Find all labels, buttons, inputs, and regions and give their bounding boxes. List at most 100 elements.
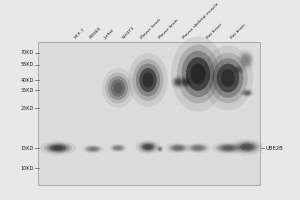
Ellipse shape bbox=[159, 148, 161, 150]
Ellipse shape bbox=[180, 76, 192, 88]
Ellipse shape bbox=[242, 90, 253, 97]
Ellipse shape bbox=[192, 146, 204, 150]
Ellipse shape bbox=[244, 91, 250, 95]
Ellipse shape bbox=[212, 142, 244, 154]
Ellipse shape bbox=[135, 140, 161, 154]
Ellipse shape bbox=[112, 145, 124, 151]
Ellipse shape bbox=[136, 64, 160, 97]
Ellipse shape bbox=[171, 36, 225, 112]
Text: 40KD: 40KD bbox=[21, 77, 34, 82]
Ellipse shape bbox=[165, 143, 190, 153]
Text: 25KD: 25KD bbox=[21, 106, 34, 110]
Ellipse shape bbox=[243, 90, 251, 96]
Text: 55KD: 55KD bbox=[21, 62, 34, 68]
Ellipse shape bbox=[231, 139, 263, 155]
Ellipse shape bbox=[242, 55, 250, 65]
Ellipse shape bbox=[224, 146, 232, 150]
Bar bbox=[38, 42, 260, 185]
Ellipse shape bbox=[44, 142, 72, 154]
Ellipse shape bbox=[172, 76, 184, 88]
Ellipse shape bbox=[203, 46, 253, 110]
Ellipse shape bbox=[145, 145, 152, 149]
Text: Rat brain: Rat brain bbox=[230, 23, 247, 40]
Ellipse shape bbox=[90, 148, 96, 150]
Ellipse shape bbox=[170, 145, 186, 151]
Ellipse shape bbox=[184, 80, 188, 84]
Ellipse shape bbox=[108, 76, 128, 100]
Ellipse shape bbox=[158, 147, 162, 151]
Ellipse shape bbox=[40, 141, 76, 155]
Ellipse shape bbox=[208, 53, 247, 103]
Ellipse shape bbox=[188, 144, 208, 152]
Ellipse shape bbox=[237, 49, 255, 71]
Ellipse shape bbox=[185, 143, 211, 153]
Ellipse shape bbox=[86, 146, 100, 152]
Ellipse shape bbox=[234, 67, 242, 73]
Ellipse shape bbox=[157, 146, 163, 152]
Ellipse shape bbox=[82, 144, 104, 154]
Ellipse shape bbox=[182, 78, 190, 86]
Ellipse shape bbox=[218, 144, 238, 152]
Ellipse shape bbox=[174, 78, 182, 86]
Ellipse shape bbox=[221, 69, 235, 87]
Ellipse shape bbox=[241, 53, 251, 67]
Ellipse shape bbox=[142, 72, 154, 88]
Ellipse shape bbox=[158, 147, 162, 151]
Ellipse shape bbox=[175, 146, 182, 150]
Ellipse shape bbox=[190, 64, 206, 84]
Ellipse shape bbox=[113, 82, 122, 94]
Ellipse shape bbox=[231, 65, 245, 75]
Ellipse shape bbox=[53, 146, 63, 150]
Ellipse shape bbox=[213, 58, 243, 98]
Ellipse shape bbox=[111, 79, 125, 97]
Ellipse shape bbox=[168, 144, 188, 152]
Ellipse shape bbox=[85, 146, 101, 152]
Ellipse shape bbox=[242, 145, 251, 149]
Ellipse shape bbox=[239, 52, 253, 68]
Ellipse shape bbox=[194, 146, 202, 150]
Text: Rat heart: Rat heart bbox=[206, 23, 223, 40]
Ellipse shape bbox=[171, 75, 185, 89]
Text: NIH3T3: NIH3T3 bbox=[122, 26, 136, 40]
Ellipse shape bbox=[102, 68, 134, 108]
Ellipse shape bbox=[183, 79, 189, 85]
Text: 10KD: 10KD bbox=[21, 166, 34, 170]
Ellipse shape bbox=[111, 144, 125, 152]
Text: Jurkat: Jurkat bbox=[104, 28, 115, 40]
Ellipse shape bbox=[177, 45, 219, 103]
Text: 35KD: 35KD bbox=[21, 88, 34, 92]
Ellipse shape bbox=[88, 147, 98, 151]
Text: Mouse heart: Mouse heart bbox=[140, 18, 162, 40]
Ellipse shape bbox=[221, 145, 235, 151]
Ellipse shape bbox=[47, 144, 69, 152]
Ellipse shape bbox=[140, 143, 156, 151]
Ellipse shape bbox=[116, 147, 121, 149]
Ellipse shape bbox=[105, 73, 130, 103]
Ellipse shape bbox=[114, 146, 122, 150]
Ellipse shape bbox=[240, 88, 254, 98]
Ellipse shape bbox=[217, 64, 239, 92]
Ellipse shape bbox=[175, 79, 181, 85]
Text: 15KD: 15KD bbox=[21, 146, 34, 150]
Ellipse shape bbox=[234, 141, 260, 153]
Ellipse shape bbox=[50, 145, 66, 151]
Text: Mouse skeletal muscle: Mouse skeletal muscle bbox=[182, 2, 219, 40]
Text: Mouse brain: Mouse brain bbox=[158, 18, 179, 40]
Ellipse shape bbox=[138, 141, 158, 153]
Ellipse shape bbox=[176, 80, 180, 84]
Text: UBE2B: UBE2B bbox=[265, 146, 283, 150]
Ellipse shape bbox=[179, 75, 193, 89]
Ellipse shape bbox=[128, 53, 168, 107]
Ellipse shape bbox=[182, 51, 214, 97]
Ellipse shape bbox=[133, 59, 164, 101]
Text: SW480: SW480 bbox=[89, 26, 102, 40]
Ellipse shape bbox=[232, 66, 244, 74]
Ellipse shape bbox=[109, 144, 127, 152]
Text: 70KD: 70KD bbox=[21, 50, 34, 55]
Ellipse shape bbox=[236, 68, 240, 72]
Ellipse shape bbox=[142, 144, 154, 150]
Ellipse shape bbox=[190, 145, 206, 151]
Ellipse shape bbox=[215, 143, 241, 153]
Ellipse shape bbox=[172, 146, 184, 150]
Ellipse shape bbox=[245, 92, 249, 94]
